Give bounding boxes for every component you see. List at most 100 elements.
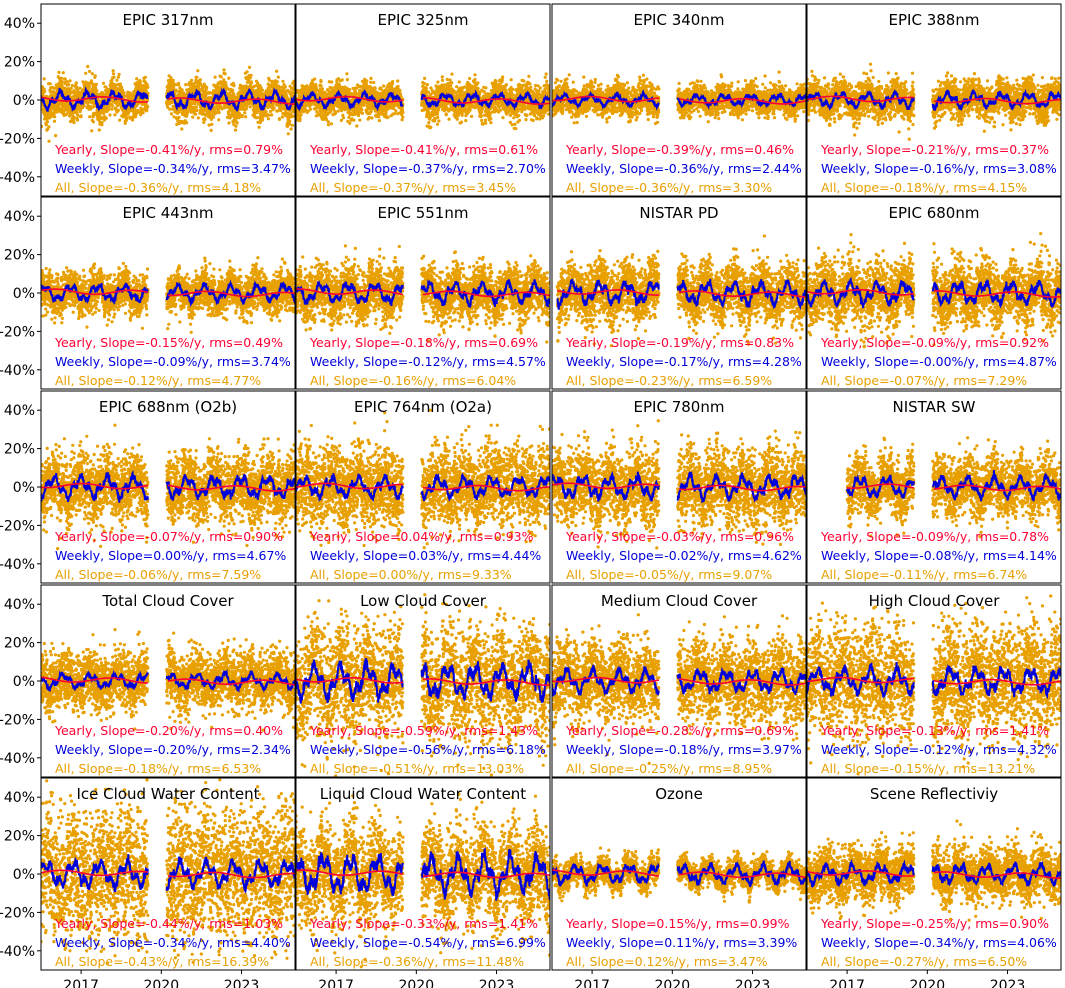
all-point	[250, 74, 253, 77]
all-point	[320, 84, 323, 87]
all-point	[366, 88, 369, 91]
all-point	[208, 124, 211, 127]
all-point	[445, 112, 448, 115]
all-point	[102, 112, 105, 115]
all-point	[75, 81, 78, 84]
all-point	[43, 90, 46, 93]
all-point	[423, 77, 426, 80]
all-point	[220, 75, 223, 78]
all-point	[378, 119, 381, 122]
all-point	[342, 116, 345, 119]
all-point	[330, 80, 333, 83]
all-point	[122, 91, 125, 94]
all-point	[276, 80, 279, 83]
all-point	[88, 115, 91, 118]
all-point	[370, 110, 373, 113]
all-point	[146, 86, 149, 89]
all-point	[168, 108, 171, 111]
all-point	[352, 119, 355, 122]
all-point	[195, 76, 198, 79]
all-point	[337, 110, 340, 113]
all-point	[90, 129, 93, 132]
all-point	[291, 124, 294, 127]
all-point	[232, 84, 235, 87]
all-point	[46, 120, 49, 123]
all-point	[125, 117, 128, 120]
all-point	[319, 80, 322, 83]
all-point	[47, 140, 50, 143]
all-point	[334, 111, 337, 114]
all-point	[177, 83, 180, 86]
all-point	[427, 111, 430, 114]
all-point	[275, 70, 278, 73]
all-point	[227, 77, 230, 80]
all-point	[245, 107, 248, 110]
all-point	[391, 80, 394, 83]
all-point	[401, 111, 404, 114]
all-point	[72, 121, 75, 124]
all-point	[441, 75, 444, 78]
all-point	[135, 77, 138, 80]
all-point	[292, 115, 295, 118]
all-point	[110, 108, 113, 111]
all-point	[60, 77, 63, 80]
all-point	[348, 122, 351, 125]
all-point	[348, 88, 351, 91]
all-point	[118, 73, 121, 76]
all-point	[401, 116, 404, 119]
all-point	[330, 122, 333, 125]
panel-title: EPIC 317nm	[123, 11, 214, 29]
all-point	[436, 81, 439, 84]
y-tick-label: 20%	[4, 55, 35, 71]
all-point	[244, 115, 247, 118]
all-point	[67, 83, 70, 86]
all-point	[382, 84, 385, 87]
all-point	[387, 116, 390, 119]
all-point	[80, 114, 83, 117]
all-point	[170, 112, 173, 115]
all-point	[112, 69, 115, 72]
all-point	[249, 105, 252, 108]
all-point	[261, 118, 264, 121]
all-point	[265, 110, 268, 113]
all-point	[117, 76, 120, 79]
all-point	[144, 76, 147, 79]
all-point	[76, 118, 79, 121]
all-point	[427, 91, 430, 94]
all-point	[94, 74, 97, 77]
stat-all: All, Slope=-0.36%/y, rms=4.18%	[55, 180, 261, 195]
all-point	[91, 72, 94, 75]
all-point	[234, 125, 237, 128]
all-point	[429, 126, 432, 129]
all-point	[361, 112, 364, 115]
all-point	[169, 76, 172, 79]
all-point	[98, 128, 101, 131]
all-point	[218, 111, 221, 114]
all-point	[79, 87, 82, 90]
all-point	[146, 105, 149, 108]
all-point	[284, 85, 287, 88]
all-point	[273, 107, 276, 110]
all-point	[278, 118, 281, 121]
all-point	[115, 79, 118, 82]
all-point	[396, 79, 399, 82]
all-point	[394, 109, 397, 112]
all-point	[120, 86, 123, 89]
all-point	[327, 120, 330, 123]
all-point	[95, 89, 98, 92]
all-point	[43, 77, 46, 80]
all-point	[112, 72, 115, 75]
all-point	[53, 120, 56, 123]
all-point	[358, 119, 361, 122]
all-point	[224, 81, 227, 84]
all-point	[355, 124, 358, 127]
all-point	[288, 120, 291, 123]
all-point	[210, 123, 213, 126]
y-tick-label: -20%	[0, 131, 35, 147]
all-point	[177, 116, 180, 119]
all-point	[45, 123, 48, 126]
all-point	[321, 87, 324, 90]
all-point	[299, 117, 302, 120]
